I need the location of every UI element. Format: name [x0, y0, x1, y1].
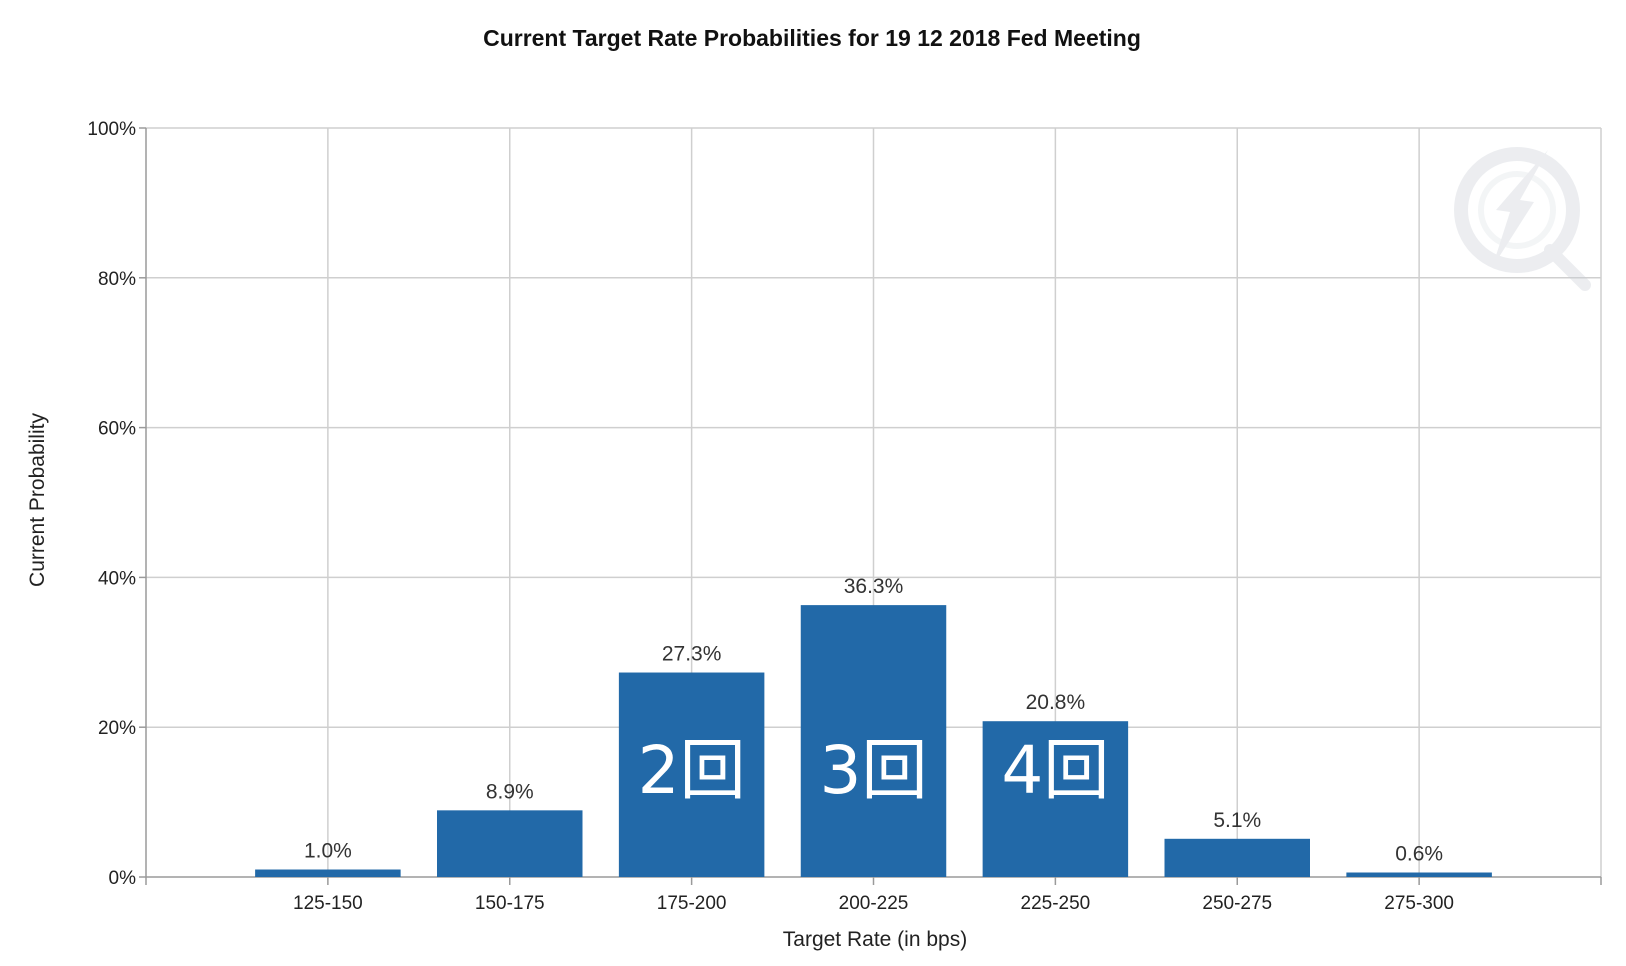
y-tick-label: 60%: [98, 419, 136, 440]
bar-275-300: [1346, 872, 1492, 877]
y-tick-labels: 0% 20% 40% 60% 80% 100%: [87, 119, 136, 889]
x-tick-label: 125-150: [293, 893, 363, 914]
bars: 1.0% 8.9% 27.3% 36.3% 20.8% 5.1% 0.6% 2回 3回 4回: [255, 575, 1492, 877]
bar-250-275: [1164, 838, 1310, 877]
y-tick-label: 0%: [109, 868, 137, 889]
bar-200-225: [800, 605, 947, 877]
data-label: 8.9%: [486, 780, 534, 803]
y-tick-label: 80%: [98, 269, 136, 290]
bar-annotation: 4回: [1001, 732, 1109, 809]
data-label: 5.1%: [1213, 809, 1261, 832]
y-tick-label: 40%: [98, 568, 136, 589]
bar-225-250: [982, 721, 1129, 877]
bar-125-150: [255, 869, 401, 877]
grid-lines: [146, 127, 1602, 877]
x-tick-label: 150-175: [475, 893, 545, 914]
x-tick-label: 250-275: [1202, 893, 1272, 914]
y-tick-label: 20%: [98, 718, 136, 739]
bar-annotation: 2回: [638, 732, 746, 809]
x-tick-label: 200-225: [839, 893, 909, 914]
x-tick-label: 175-200: [657, 893, 727, 914]
x-tick-label: 275-300: [1384, 893, 1454, 914]
y-tick-label: 100%: [87, 119, 136, 140]
data-label: 1.0%: [304, 840, 352, 863]
x-tick-labels: 125-150 150-175 175-200 200-225 225-250 250-2…: [293, 893, 1454, 914]
data-label: 20.8%: [1026, 691, 1086, 714]
bar-annotation: 3回: [820, 732, 928, 809]
x-axis-label: Target Rate (in bps): [783, 928, 967, 951]
data-label: 27.3%: [662, 643, 722, 666]
x-tick-label: 225-250: [1021, 893, 1091, 914]
bar-175-200: [618, 672, 765, 877]
data-label: 36.3%: [844, 575, 904, 598]
chart-title: Current Target Rate Probabilities for 19…: [483, 25, 1141, 51]
watermark-logo-icon: [1454, 147, 1591, 291]
data-label: 0.6%: [1395, 843, 1443, 866]
y-axis-label: Current Probability: [26, 413, 49, 587]
bar-150-175: [437, 810, 583, 877]
